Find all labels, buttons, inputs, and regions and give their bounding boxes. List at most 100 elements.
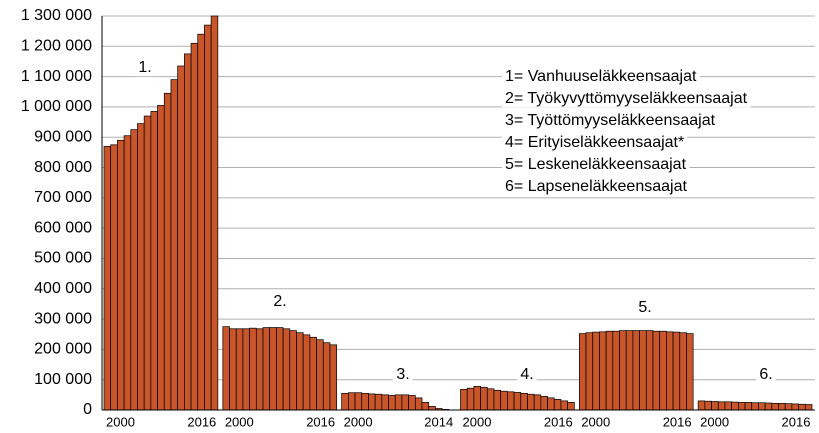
y-tick-label: 0 — [83, 401, 92, 418]
bar — [686, 333, 694, 411]
bar — [639, 330, 647, 411]
legend-entry: 2= Työkyvyttömyyseläkkeensaajat — [505, 90, 748, 107]
y-tick-label: 1 200 000 — [21, 38, 92, 55]
group-label: 4. — [520, 366, 533, 383]
bar — [329, 344, 338, 411]
bar — [184, 53, 192, 411]
bar — [421, 402, 430, 411]
legend-entry: 3= Työttömyyseläkkeensaajat — [505, 112, 716, 129]
bar — [157, 105, 165, 411]
bar — [348, 392, 356, 411]
bar — [177, 65, 185, 411]
bar — [764, 402, 773, 411]
bar — [143, 115, 152, 411]
bar — [486, 388, 495, 411]
bar — [408, 395, 416, 411]
label-background — [393, 366, 413, 384]
legend-entry: 6= Lapseneläkkeensaajat — [505, 178, 687, 195]
bar — [473, 386, 481, 411]
label-background — [502, 134, 688, 152]
label-background — [270, 293, 290, 311]
bar — [612, 330, 620, 411]
y-tick-label: 100 000 — [34, 371, 92, 388]
bar — [341, 392, 349, 411]
bar — [210, 15, 219, 411]
bar — [625, 330, 634, 411]
bar — [645, 330, 654, 411]
x-tick-label: 2000 — [581, 414, 610, 429]
bar — [697, 400, 706, 411]
bar — [381, 394, 389, 411]
bar — [110, 144, 118, 411]
bar — [255, 328, 264, 411]
bar — [778, 402, 786, 411]
y-tick-label: 1 100 000 — [21, 68, 92, 85]
bar — [117, 139, 125, 411]
y-tick-label: 500 000 — [34, 250, 92, 267]
bar — [170, 79, 179, 411]
bar — [289, 330, 297, 411]
bar — [560, 400, 568, 411]
legend-entry: 5= Leskeneläkkeensaajat — [505, 156, 687, 173]
bar — [758, 402, 766, 411]
label-background — [502, 178, 691, 196]
y-tick-label: 800 000 — [34, 159, 92, 176]
bar — [632, 330, 640, 411]
x-tick-label: 2014 — [424, 414, 453, 429]
y-tick-label: 1 000 000 — [21, 98, 92, 115]
bar — [374, 393, 383, 411]
legend-entry: 1= Vanhuuseläkkeensaajat — [505, 68, 697, 85]
bar — [731, 401, 739, 411]
bar — [585, 332, 594, 411]
bar — [249, 327, 257, 411]
bar — [204, 24, 212, 411]
bar — [123, 135, 132, 411]
group-label: 2. — [273, 293, 286, 310]
bar — [480, 386, 488, 411]
bar — [309, 336, 317, 411]
bar — [296, 332, 304, 411]
bar — [493, 389, 502, 411]
bar — [704, 400, 712, 411]
label-background — [502, 156, 690, 174]
label-background — [502, 68, 700, 86]
bar — [791, 403, 799, 411]
bar — [130, 129, 138, 411]
bar — [388, 395, 396, 411]
grid — [102, 15, 815, 411]
bar — [737, 402, 746, 411]
label-background — [517, 366, 537, 384]
bar — [401, 394, 409, 411]
bar — [137, 123, 145, 411]
x-tick-label: 2016 — [306, 414, 335, 429]
group-label: 5. — [638, 299, 651, 316]
label-background — [502, 112, 719, 130]
bar — [466, 387, 475, 411]
bar — [599, 331, 607, 411]
label-background — [135, 59, 155, 77]
y-tick-label: 600 000 — [34, 219, 92, 236]
bar — [592, 331, 600, 411]
bar — [150, 111, 158, 411]
label-background — [756, 366, 776, 384]
x-tick-label: 2016 — [663, 414, 692, 429]
y-tick-label: 1 300 000 — [21, 7, 92, 24]
bar — [659, 330, 667, 411]
bar — [354, 392, 363, 411]
y-tick-label: 900 000 — [34, 128, 92, 145]
bar — [282, 328, 291, 411]
bar — [414, 397, 423, 411]
bar — [679, 332, 687, 411]
bar — [804, 404, 813, 411]
bar — [262, 327, 271, 411]
bar — [547, 397, 555, 411]
bar — [368, 393, 376, 411]
bar — [744, 402, 753, 411]
y-tick-label: 700 000 — [34, 189, 92, 206]
bar — [717, 401, 726, 411]
bar — [316, 339, 324, 411]
bar — [771, 402, 779, 411]
bar — [507, 391, 515, 411]
bar — [672, 331, 681, 411]
bar — [394, 394, 403, 411]
